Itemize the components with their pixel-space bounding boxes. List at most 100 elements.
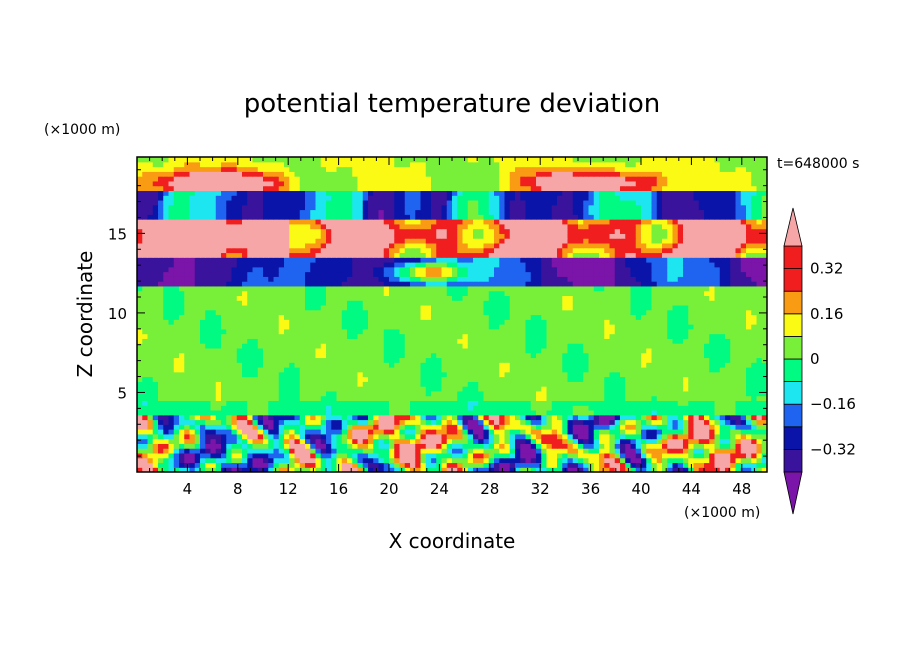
field-cell <box>194 347 201 354</box>
field-cell <box>221 285 227 292</box>
field-cell <box>347 448 353 454</box>
field-cell <box>315 395 322 402</box>
field-cell <box>646 395 653 402</box>
field-cell <box>210 271 217 277</box>
field-cell <box>257 338 264 344</box>
field-cell <box>326 414 332 421</box>
field-cell <box>236 281 243 287</box>
field-cell <box>341 285 348 292</box>
field-cell <box>672 319 679 325</box>
field-cell <box>326 376 332 382</box>
field-cell <box>646 376 653 382</box>
field-cell <box>200 347 206 354</box>
field-cell <box>310 281 317 287</box>
field-cell <box>478 352 485 359</box>
field-cell <box>530 429 537 435</box>
field-cell <box>735 362 742 368</box>
field-cell <box>420 414 427 421</box>
field-cell <box>483 328 490 335</box>
field-cell <box>425 457 432 464</box>
field-cell <box>184 347 191 354</box>
field-cell <box>567 295 574 301</box>
field-cell <box>693 324 700 330</box>
field-cell <box>546 314 553 320</box>
field-cell <box>473 352 479 359</box>
field-cell <box>184 452 191 459</box>
field-cell <box>656 419 663 425</box>
field-cell <box>499 452 506 459</box>
field-cell <box>488 433 495 440</box>
field-cell <box>551 452 558 459</box>
field-cell <box>158 462 164 468</box>
field-cell <box>389 328 395 335</box>
field-cell <box>562 419 569 425</box>
field-cell <box>215 438 222 444</box>
field-cell <box>320 352 327 359</box>
field-cell <box>242 452 248 459</box>
field-cell <box>609 333 616 339</box>
field-cell <box>719 467 726 472</box>
field-cell <box>562 395 569 402</box>
field-cell <box>257 424 264 430</box>
field-cell <box>483 347 490 354</box>
field-cell <box>467 347 474 354</box>
field-cell <box>200 424 206 430</box>
field-cell <box>215 409 222 416</box>
field-cell <box>704 419 710 425</box>
field-cell <box>761 333 767 339</box>
field-cell <box>599 433 605 440</box>
field-cell <box>305 457 311 464</box>
field-cell <box>179 367 185 373</box>
field-cell <box>142 314 149 320</box>
field-cell <box>263 347 269 354</box>
field-cell <box>614 304 621 311</box>
field-cell <box>420 309 427 316</box>
field-cell <box>431 367 437 373</box>
field-cell <box>662 276 668 282</box>
field-cell <box>630 285 637 292</box>
field-cell <box>730 414 737 421</box>
field-cell <box>168 362 175 368</box>
field-cell <box>420 371 427 378</box>
field-cell <box>357 295 364 301</box>
field-cell <box>688 290 695 297</box>
field-cell <box>719 448 726 454</box>
field-cell <box>572 467 579 472</box>
field-cell <box>499 395 506 402</box>
field-cell <box>719 328 726 335</box>
field-cell <box>578 300 584 306</box>
field-cell <box>299 433 306 440</box>
field-cell <box>326 467 332 472</box>
field-cell <box>467 362 474 368</box>
field-cell <box>761 467 767 472</box>
field-cell <box>431 443 437 449</box>
field-cell <box>683 452 689 459</box>
field-cell <box>436 290 443 297</box>
field-cell <box>478 338 485 344</box>
field-cell <box>656 276 663 282</box>
field-cell <box>236 386 243 392</box>
field-cell <box>226 386 233 392</box>
field-cell <box>436 409 443 416</box>
field-cell <box>656 395 663 402</box>
field-cell <box>588 448 595 454</box>
field-cell <box>520 381 527 387</box>
field-cell <box>184 448 191 454</box>
field-cell <box>320 304 327 311</box>
field-cell <box>305 333 311 339</box>
field-cell <box>399 367 406 373</box>
field-cell <box>404 443 411 449</box>
field-cell <box>310 376 317 382</box>
field-cell <box>147 424 154 430</box>
field-cell <box>137 285 143 292</box>
field-cell <box>278 376 285 382</box>
field-cell <box>457 304 464 311</box>
field-cell <box>347 443 353 449</box>
field-cell <box>714 443 721 449</box>
field-cell <box>730 424 737 430</box>
field-cell <box>740 405 747 411</box>
field-cell <box>210 285 217 292</box>
field-cell <box>305 281 311 287</box>
field-cell <box>719 462 726 468</box>
field-cell <box>137 362 143 368</box>
